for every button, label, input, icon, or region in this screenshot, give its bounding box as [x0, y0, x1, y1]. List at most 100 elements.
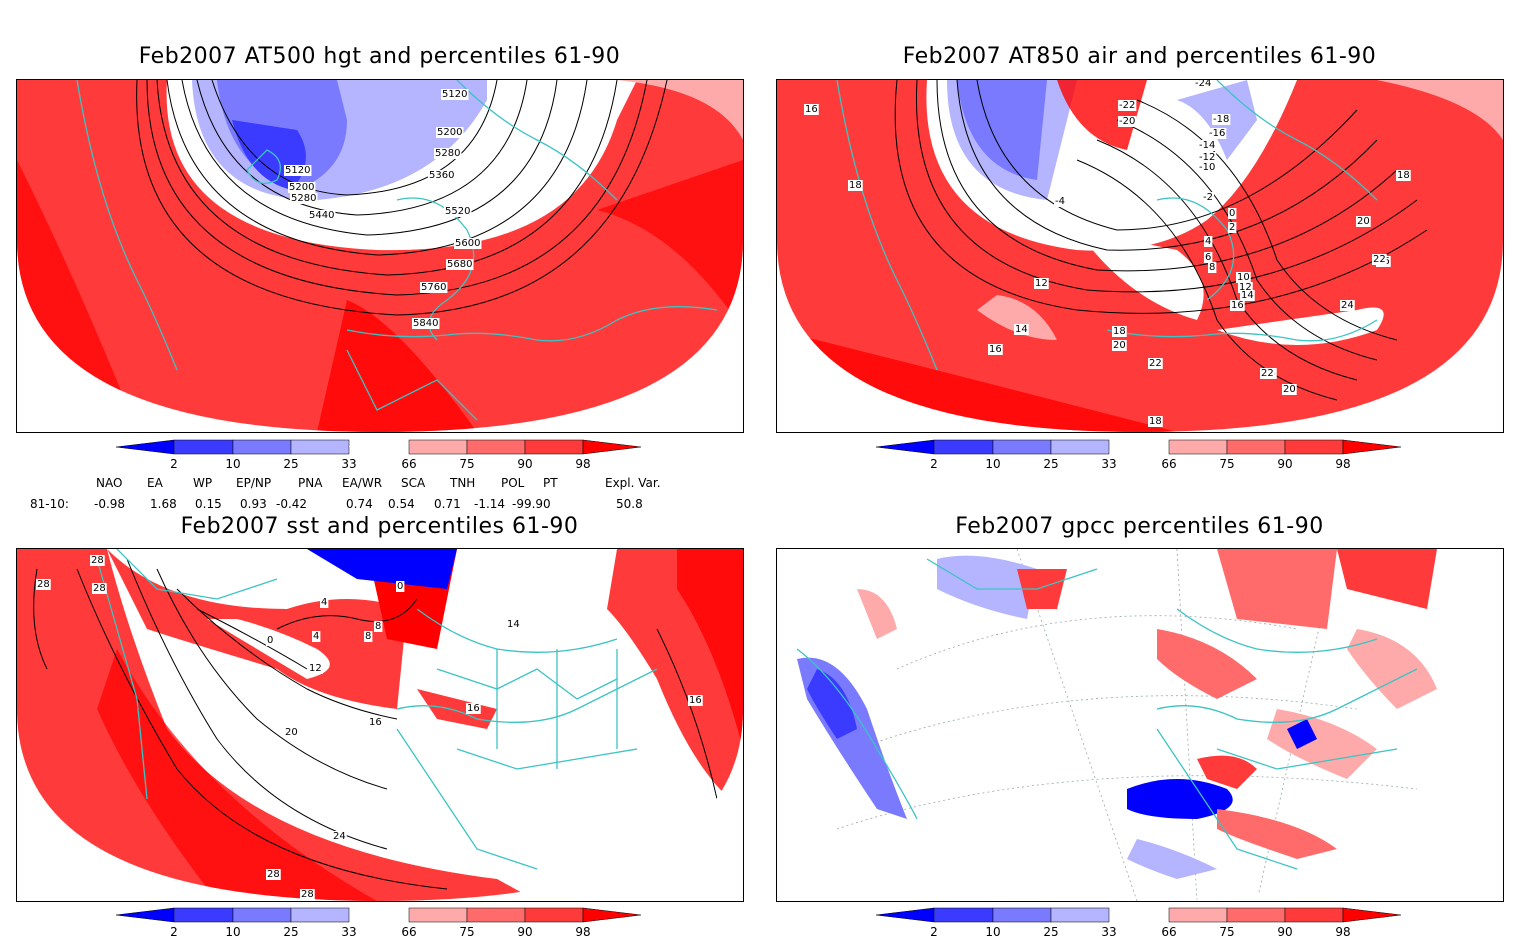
contour-label: 5680 — [447, 259, 472, 270]
map-panel-gpcc — [776, 548, 1504, 902]
contour-label-box — [1148, 358, 1163, 369]
contour-label-box — [300, 889, 315, 900]
contour-label-box — [688, 695, 703, 706]
cbar-tick: 2 — [170, 925, 178, 939]
index-value: 0.93 — [240, 497, 267, 511]
contour-label: 14 — [1015, 324, 1028, 335]
contour-label: -16 — [1209, 128, 1225, 139]
map-panel-at850-air: 16 18 12 14 16 -22 -20 -24 -18 -16 -14 -… — [776, 79, 1504, 433]
contour-label-box — [1340, 300, 1355, 311]
cbar-tick: 66 — [401, 925, 416, 939]
contour-label: 14 — [1241, 290, 1254, 301]
contour-label: 18 — [1149, 416, 1162, 427]
contour-label-box — [1228, 208, 1237, 219]
index-value: 0.15 — [195, 497, 222, 511]
index-header: PT — [543, 476, 558, 490]
contour-label: -2 — [1203, 192, 1213, 203]
contour-label-box — [466, 703, 481, 714]
contour-label-box — [290, 193, 318, 204]
contour-label-box — [848, 180, 863, 191]
cbar-seg-red — [524, 439, 584, 455]
contour-label: -12 — [1199, 152, 1215, 163]
contour-label: 20 — [1357, 216, 1370, 227]
contour-label: -24 — [1195, 80, 1211, 89]
cbar-tick: 2 — [930, 457, 938, 471]
contour-label-box — [1112, 340, 1127, 351]
contour-labels: 28 28 28 0 4 8 12 16 20 24 28 28 16 0 4 … — [36, 555, 703, 900]
index-value: 1.68 — [150, 497, 177, 511]
cbar-seg-light-blue — [290, 439, 350, 455]
contour-label: 28 — [267, 869, 280, 880]
contour-label-box — [1236, 272, 1251, 283]
index-header: Expl. Var. — [605, 476, 661, 490]
cbar-tick: 75 — [459, 925, 474, 939]
contour-label: 8 — [1209, 262, 1215, 273]
contour-label: 5760 — [421, 282, 446, 293]
contour-label: 5840 — [413, 318, 438, 329]
contour-label-box — [428, 170, 456, 181]
cbar-tick: 90 — [1277, 457, 1292, 471]
cbar-tick: 33 — [1101, 925, 1116, 939]
contour-label: 5120 — [442, 89, 467, 100]
cbar-seg-white — [349, 446, 409, 447]
contour-label: 18 — [1397, 170, 1410, 181]
cbar-tick: 33 — [1101, 457, 1116, 471]
contour-label-box — [1014, 324, 1029, 335]
index-header: EA/WR — [342, 476, 383, 490]
cbar-seg-mid-red — [466, 439, 526, 455]
cbar-tick: 25 — [283, 925, 298, 939]
index-value: -99.90 — [512, 497, 551, 511]
index-row-label: 81-10: — [30, 497, 69, 511]
cbar-tick: 90 — [517, 925, 532, 939]
index-value: 0.71 — [434, 497, 461, 511]
cbar-tick: 2 — [930, 925, 938, 939]
contour-label-box — [266, 635, 275, 646]
colorbar-panel-4: 2 10 25 33 66 75 90 98 — [876, 907, 1402, 939]
index-value: 0.54 — [388, 497, 415, 511]
contour-label: 12 — [1035, 278, 1048, 289]
contour-label-box — [1112, 326, 1127, 337]
cbar-tick: 2 — [170, 457, 178, 471]
contour-label: 12 — [1239, 282, 1252, 293]
contour-label-box — [1198, 152, 1217, 163]
cbar-tick: 33 — [341, 925, 356, 939]
cbar-seg-mid-blue — [232, 439, 292, 455]
contour-label-box — [92, 583, 107, 594]
contour-label-box — [1118, 116, 1137, 127]
cbar-seg-deep-red — [582, 439, 642, 455]
contour-label: 5120 — [285, 165, 310, 176]
cbar-seg-light-red — [408, 439, 468, 455]
contour-label: 24 — [1341, 300, 1354, 311]
contour-label-box — [284, 165, 312, 176]
contour-label: 5280 — [435, 148, 460, 159]
contour-label: 10 — [1237, 272, 1250, 283]
contour-label-box — [1054, 196, 1066, 207]
contour-label: 20 — [1283, 384, 1296, 395]
cbar-tick: 90 — [517, 457, 532, 471]
contour-label: -4 — [1055, 196, 1065, 207]
contour-label: 16 — [989, 344, 1002, 355]
contour-label-box — [364, 631, 373, 642]
contour-label: -20 — [1119, 116, 1135, 127]
cbar-seg-blue — [173, 439, 234, 455]
contour-label: 28 — [91, 555, 104, 566]
colorbar-panel-2: 2 10 25 33 66 75 90 98 — [876, 439, 1402, 471]
contour-label-box — [446, 259, 474, 270]
contour-label: 16 — [369, 717, 382, 728]
map-panel-at500-hgt: 5120 5120 5200 5280 5200 5280 5360 5440 … — [16, 79, 744, 433]
cbar-tick: 33 — [341, 457, 356, 471]
contour-label-box — [420, 282, 448, 293]
contour-label: 16 — [805, 104, 818, 115]
cbar-tick: 98 — [1335, 457, 1350, 471]
contour-label-box — [312, 631, 321, 642]
index-header: POL — [501, 476, 525, 490]
contour-label-box — [1230, 300, 1245, 311]
contour-label-box — [1208, 128, 1227, 139]
contour-label-box — [506, 619, 521, 630]
cbar-tick: 66 — [1161, 925, 1176, 939]
contour-label: 20 — [1113, 340, 1126, 351]
contour-label-box — [374, 621, 383, 632]
contour-label-box — [1282, 384, 1297, 395]
colorbar-panel-1: 2 10 25 33 66 75 90 98 — [116, 439, 642, 471]
indices-value-row: 81-10: -0.98 1.68 0.15 0.93 -0.42 0.74 0… — [0, 497, 700, 513]
